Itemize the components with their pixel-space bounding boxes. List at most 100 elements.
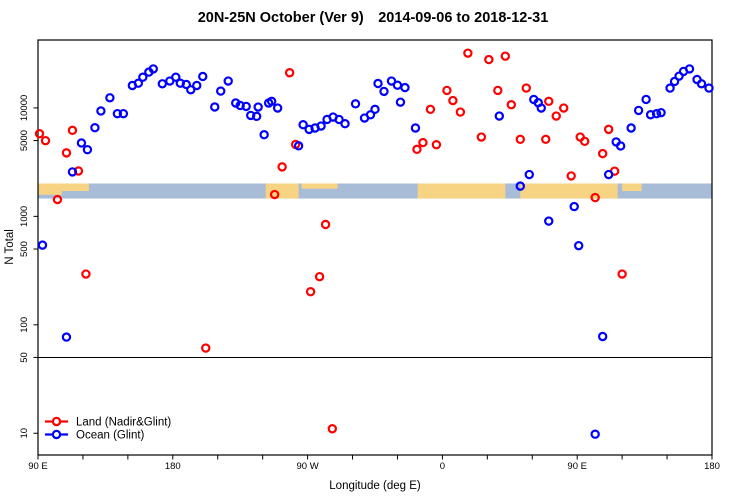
data-point-ocean <box>90 123 100 133</box>
data-point-ocean <box>410 123 421 133</box>
data-point-land <box>34 129 45 139</box>
map-strip-land <box>265 183 299 199</box>
data-point-land <box>500 51 511 61</box>
data-point-ocean <box>704 83 714 93</box>
data-point-ocean <box>392 80 403 90</box>
data-point-land <box>61 148 72 158</box>
data-point-ocean <box>61 332 72 342</box>
legend-marker-icon <box>51 429 62 440</box>
data-point-land <box>269 189 280 200</box>
x-tick-label: 0 <box>440 461 445 472</box>
y-tick-label: 50 <box>19 352 30 363</box>
y-axis-title: N Total <box>4 229 16 265</box>
map-strip-land <box>301 183 338 189</box>
data-point-land <box>277 162 287 172</box>
map-strip-land <box>61 183 89 192</box>
data-point-land <box>515 134 525 145</box>
data-point-ocean <box>626 123 636 133</box>
map-strip <box>38 183 712 199</box>
data-point-ocean <box>181 79 191 90</box>
data-point-ocean <box>656 107 666 118</box>
data-point-land <box>284 68 295 78</box>
map-strip-land <box>622 183 642 192</box>
data-point-land <box>476 132 487 142</box>
data-point-land <box>506 100 516 110</box>
data-point-ocean <box>494 111 505 121</box>
data-point-ocean <box>597 331 608 342</box>
data-point-land <box>314 271 325 282</box>
data-point-ocean <box>590 429 600 439</box>
data-point-ocean <box>118 108 129 119</box>
data-point-land <box>493 85 503 96</box>
data-point-ocean <box>171 72 181 82</box>
data-points <box>34 48 714 439</box>
data-point-land <box>305 286 316 297</box>
data-point-land <box>67 125 78 136</box>
data-point-land <box>425 104 436 115</box>
data-point-ocean <box>133 78 144 88</box>
y-tick-label: 1000 <box>19 206 30 227</box>
data-point-ocean <box>665 83 675 93</box>
data-point-ocean <box>615 141 626 151</box>
data-point-ocean <box>259 130 269 140</box>
data-point-ocean <box>395 97 406 107</box>
data-point-land <box>455 107 466 117</box>
data-point-ocean <box>241 101 251 112</box>
data-point-ocean <box>298 120 308 130</box>
data-point-ocean <box>192 80 202 91</box>
data-point-land <box>73 166 84 176</box>
data-point-land <box>418 137 428 148</box>
data-point-land <box>559 103 569 113</box>
data-point-ocean <box>669 76 680 87</box>
data-point-ocean <box>216 86 226 96</box>
data-point-land <box>617 269 627 279</box>
data-point-ocean <box>350 99 361 109</box>
data-point-ocean <box>82 144 93 155</box>
data-point-land <box>566 171 576 181</box>
legend-label: Ocean (Glint) <box>76 430 145 442</box>
data-point-land <box>201 343 211 353</box>
data-point-ocean <box>603 169 614 180</box>
data-point-land <box>541 134 551 145</box>
chart-title: 20N-25N October (Ver 9) 2014-09-06 to 20… <box>198 10 549 26</box>
data-point-ocean <box>340 119 350 129</box>
data-point-ocean <box>76 138 87 148</box>
data-point-ocean <box>370 104 380 115</box>
data-point-land <box>81 269 91 279</box>
data-point-land <box>320 219 331 230</box>
data-point-ocean <box>112 108 123 119</box>
data-point-land <box>597 148 608 159</box>
y-tick-label: 10 <box>19 428 30 439</box>
x-tick-label: 180 <box>165 461 181 472</box>
data-point-ocean <box>37 240 48 250</box>
data-point-ocean <box>272 103 283 113</box>
data-point-land <box>442 85 452 96</box>
data-point-ocean <box>515 181 525 191</box>
legend-label: Land (Nadir&Glint) <box>76 417 171 429</box>
data-point-land <box>551 111 561 121</box>
data-point-ocean <box>198 71 208 82</box>
data-point-land <box>448 95 458 106</box>
data-point-ocean <box>105 93 115 103</box>
data-point-ocean <box>569 201 579 212</box>
data-point-ocean <box>651 109 662 119</box>
data-point-land <box>327 424 338 434</box>
data-point-ocean <box>223 76 233 86</box>
map-strip-land <box>38 183 62 195</box>
data-point-land <box>40 135 51 146</box>
data-point-land <box>579 136 590 147</box>
data-point-land <box>484 54 494 65</box>
data-point-ocean <box>334 114 344 125</box>
y-tick-label: 10000 <box>19 95 30 121</box>
data-point-ocean <box>684 64 695 74</box>
data-point-ocean <box>544 216 554 226</box>
plot-border <box>37 39 713 456</box>
data-point-ocean <box>573 240 584 251</box>
data-point-ocean <box>641 94 651 105</box>
x-tick-label: 90 W <box>297 461 319 472</box>
x-tick-label: 180 <box>704 461 720 472</box>
data-point-ocean <box>266 96 277 107</box>
data-point-ocean <box>316 121 326 131</box>
